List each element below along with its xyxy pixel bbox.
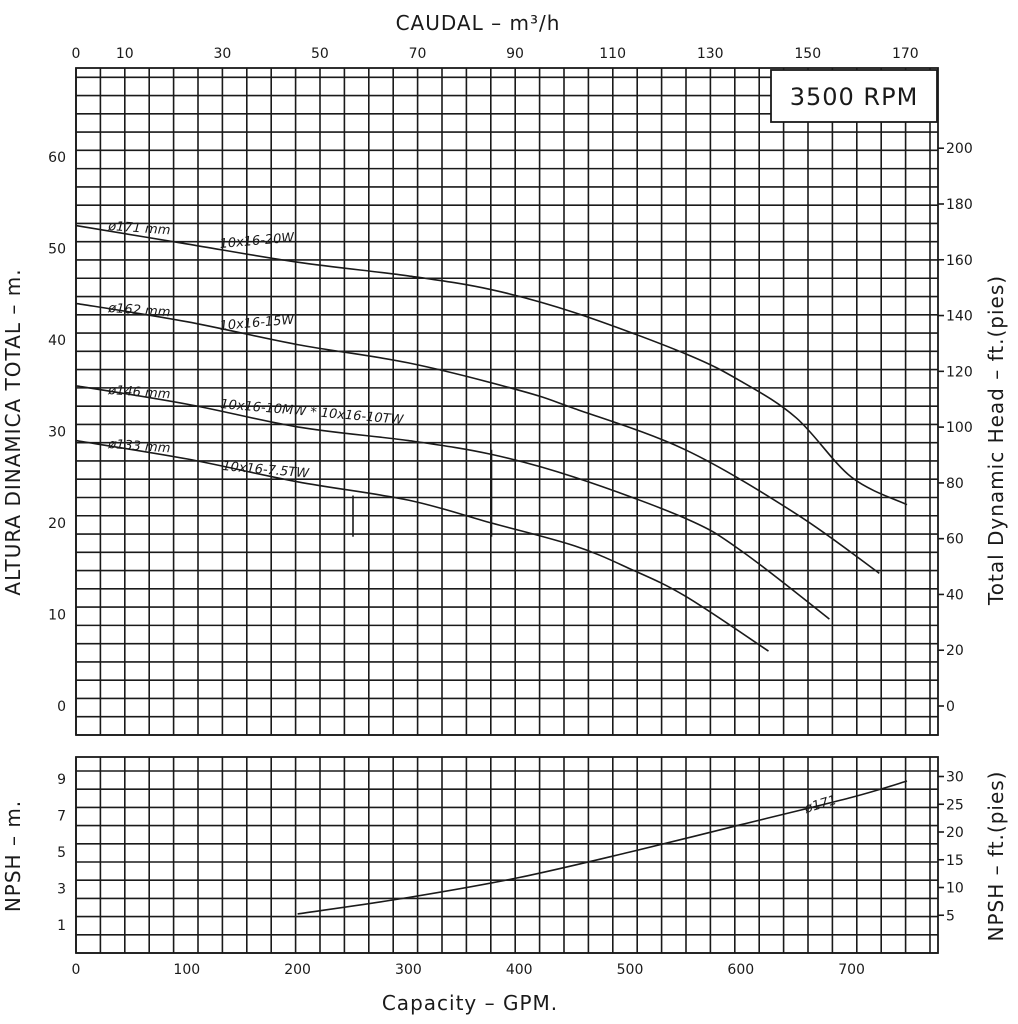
curve-label-dia-133: ø133 mm <box>107 437 171 456</box>
right-tick-label: 20 <box>946 643 964 659</box>
curve-label-dia-171: ø171 mm <box>107 219 171 238</box>
npsh-right-tick-label: 15 <box>946 853 964 869</box>
bottom-tick-label: 0 <box>72 962 81 978</box>
right-tick-label: 60 <box>946 532 964 548</box>
top-tick-label: 150 <box>794 46 821 62</box>
top-axis-title: CAUDAL – m³/h <box>396 11 561 35</box>
curve-label-model-133: 10x16-7.5TW <box>222 459 311 482</box>
head-curve-dia-133 <box>75 439 769 652</box>
top-tick-label: 10 <box>116 46 134 62</box>
npsh-right-tick-label: 25 <box>946 797 964 813</box>
left-tick-label: 20 <box>48 516 66 532</box>
top-tick-label: 90 <box>506 46 524 62</box>
curve-label-model-171: 10x16-20W <box>219 230 296 252</box>
right-tick-label: 140 <box>946 309 973 325</box>
npsh-right-tick-label: 5 <box>946 908 955 924</box>
right-tick-label: 0 <box>946 699 955 715</box>
bottom-tick-label: 700 <box>838 962 865 978</box>
main-plot-frame <box>75 67 939 736</box>
right-tick-label: 40 <box>946 587 964 603</box>
npsh-right-tick-label: 10 <box>946 881 964 897</box>
top-tick-label: 50 <box>311 46 329 62</box>
right-tick-label: 200 <box>946 141 973 157</box>
left-tick-label: 30 <box>48 425 66 441</box>
rpm-box <box>770 69 938 123</box>
curve-label-dia-162: ø162 mm <box>107 301 171 320</box>
left-axis-title-head: ALTURA DINAMICA TOTAL – m. <box>1 268 25 595</box>
top-tick-label: 110 <box>599 46 626 62</box>
tick-labels: 0 10 30 50 70 90 110 130 150 17001020304050600204… <box>48 46 973 978</box>
head-curve-dia-162 <box>75 302 880 574</box>
right-tick-label: 180 <box>946 197 973 213</box>
left-tick-label: 40 <box>48 333 66 349</box>
head-curve-dia-171 <box>75 224 908 506</box>
curves <box>75 224 908 915</box>
curve-label-dia-146: ø146 mm <box>107 383 171 402</box>
head-curve-dia-146 <box>75 385 830 620</box>
npsh-left-tick-label: 1 <box>57 918 66 934</box>
npsh-left-tick-label: 7 <box>57 809 66 825</box>
top-tick-label: 130 <box>697 46 724 62</box>
right-tick-label: 120 <box>946 364 973 380</box>
npsh-right-tick-label: 20 <box>946 825 964 841</box>
main-grid <box>75 68 938 736</box>
right-axis-title-npsh: NPSH – ft.(pies) <box>984 771 1008 942</box>
left-tick-label: 0 <box>57 699 66 715</box>
left-axis-title-npsh: NPSH – m. <box>1 800 25 912</box>
npsh-curve-dia-171 <box>297 780 908 915</box>
npsh-plot-frame <box>75 756 939 954</box>
rpm-label: 3500 RPM <box>790 83 919 111</box>
left-tick-label: 50 <box>48 242 66 258</box>
top-tick-label: 170 <box>892 46 919 62</box>
curve-label-model-162: 10x16-15W <box>219 312 296 334</box>
left-tick-label: 60 <box>48 150 66 166</box>
bottom-tick-label: 100 <box>173 962 200 978</box>
bottom-axis-title: Capacity – GPM. <box>382 991 558 1015</box>
bottom-tick-label: 500 <box>617 962 644 978</box>
npsh-right-tick-label: 30 <box>946 770 964 786</box>
bottom-tick-label: 200 <box>284 962 311 978</box>
right-tick-label: 80 <box>946 476 964 492</box>
npsh-left-tick-label: 3 <box>57 881 66 897</box>
npsh-left-tick-label: 9 <box>57 772 66 788</box>
npsh-grid <box>75 757 938 954</box>
bottom-tick-label: 300 <box>395 962 422 978</box>
right-tick-label: 160 <box>946 253 973 269</box>
top-tick-label: 70 <box>409 46 427 62</box>
bottom-tick-label: 400 <box>506 962 533 978</box>
top-tick-label: 30 <box>213 46 231 62</box>
right-axis-title-head: Total Dynamic Head – ft.(pies) <box>984 275 1008 606</box>
right-tick-label: 100 <box>946 420 973 436</box>
top-tick-label: 0 <box>72 46 81 62</box>
npsh-left-tick-label: 5 <box>57 845 66 861</box>
left-tick-label: 10 <box>48 608 66 624</box>
bottom-tick-label: 600 <box>727 962 754 978</box>
